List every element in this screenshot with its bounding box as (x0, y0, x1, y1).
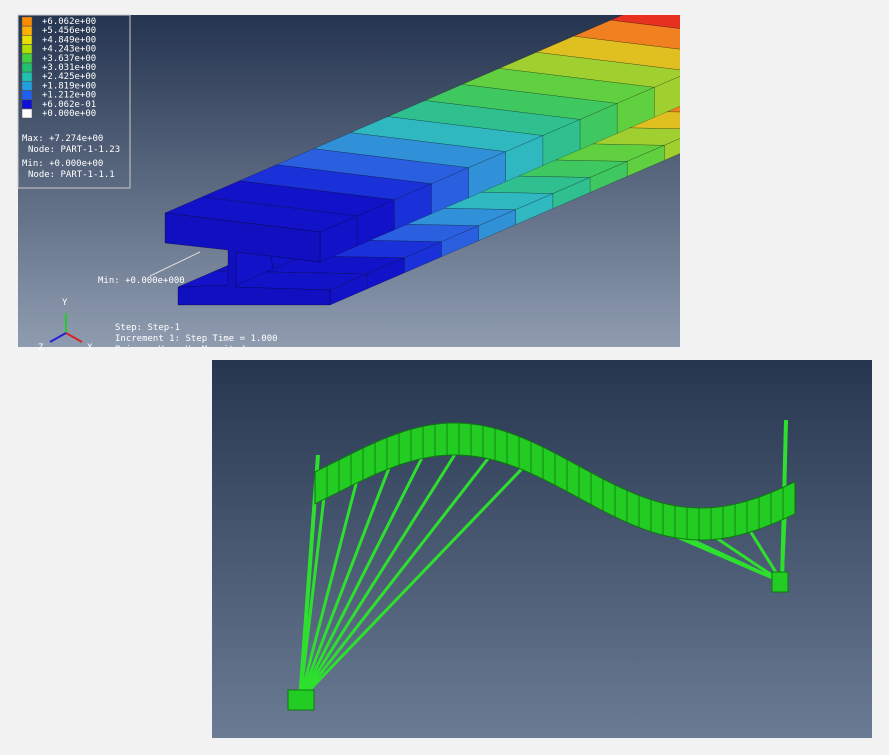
cable (707, 531, 783, 584)
cable (298, 463, 528, 702)
legend-swatch (21, 71, 33, 82)
legend-box (17, 14, 131, 189)
legend-max: Max: +7.274e+00 (22, 134, 103, 144)
legend-swatch (21, 35, 33, 45)
cable (298, 447, 461, 701)
primary-var-label: Primary Var: U, Magnitude (115, 345, 250, 355)
legend-max-node: Node: PART-1-1.23 (28, 145, 120, 155)
legend-entry: +3.031e+00 (42, 63, 96, 73)
legend-entry: +6.062e-01 (42, 100, 96, 110)
beam-face (739, 97, 776, 128)
beam-face (766, 23, 803, 69)
legend-entry: +4.243e+00 (42, 45, 96, 55)
beam-model (164, 7, 850, 306)
legend-min-node: Node: PART-1-1.1 (28, 170, 115, 180)
legend-entry: +1.212e+00 (42, 91, 96, 101)
legend-swatch (21, 81, 33, 91)
legend-swatch (21, 25, 33, 36)
legend-swatch (21, 108, 33, 119)
legend-entry: +6.062e+00 (42, 17, 96, 27)
cable (298, 460, 394, 701)
legend-entry: +4.849e+00 (42, 35, 96, 45)
cable (298, 450, 427, 701)
beam-end-face (164, 212, 331, 306)
beam-face (660, 69, 680, 79)
axis-triad: Y Z X (38, 298, 93, 353)
legend-swatch (21, 16, 33, 27)
beam-face (701, 113, 738, 144)
legend-swatch (21, 90, 33, 100)
cable (298, 451, 494, 701)
annotation: Min: +0.000e+000 (98, 276, 185, 286)
legend-entry: +1.819e+00 (42, 81, 96, 91)
bridge-model (287, 419, 796, 711)
legend-entry: +0.000e+00 (42, 109, 96, 119)
beam-face (776, 81, 813, 112)
legend-min: Min: +0.000e+00 (22, 159, 103, 169)
beam-face (609, 15, 680, 29)
axis-z: Z (38, 343, 44, 353)
legend-swatch (21, 62, 33, 73)
legend-entry: +5.456e+00 (42, 26, 96, 36)
legend-entry: +2.425e+00 (42, 72, 96, 82)
beam-face (803, 7, 840, 53)
increment-label: Increment 1: Step Time = 1.000 (115, 334, 278, 344)
step-label: Step: Step-1 (115, 323, 180, 333)
annotation-leader (149, 251, 201, 277)
legend-swatch (21, 99, 33, 110)
beam-face (675, 57, 680, 85)
legend-swatch (21, 44, 33, 54)
anchor (287, 689, 315, 711)
axis-y: Y (62, 298, 68, 308)
legend-swatch (21, 53, 33, 64)
axis-x: X (87, 343, 93, 353)
anchor (771, 571, 789, 593)
beam-face (813, 65, 850, 96)
beam-face (729, 39, 766, 85)
legend: +6.062e+00+5.456e+00+4.849e+00+4.243e+00… (21, 16, 96, 119)
beam-face (691, 55, 728, 101)
beam-face (713, 27, 756, 76)
cable (298, 475, 360, 701)
legend-entry: +3.637e+00 (42, 54, 96, 64)
